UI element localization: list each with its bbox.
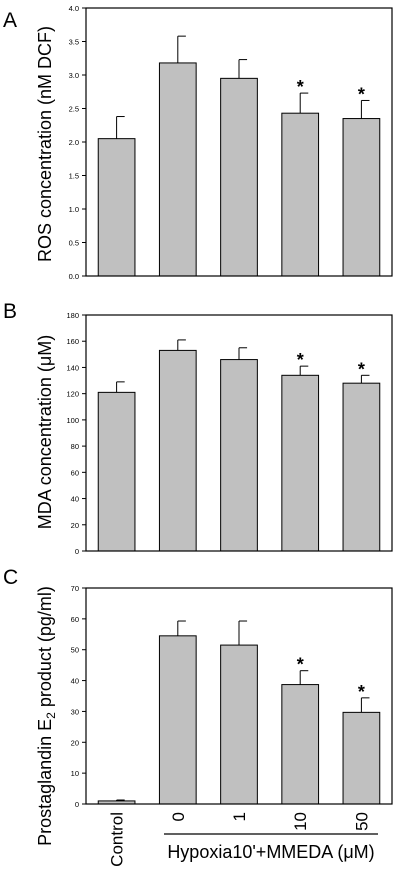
y-tick-label: 80 [71,442,79,451]
bar [158,349,197,552]
panel-b: B MDA concentration (μM) 0 20 40 60 80 100 120… [3,300,393,556]
plot-frame [85,314,393,552]
bar [342,711,381,805]
significance-marker: * [358,84,365,104]
x-tick-label: 0 [169,812,188,821]
bar [281,684,320,805]
x-tick-label: 10 [291,812,310,831]
panel-c: C Prostaglandin E2 product (pg/ml) 01020… [3,566,393,846]
panel-a: A ROS concentration (nM DCF) 0.0 0.5 1.0 1.… [3,4,393,281]
group-label: Hypoxia10'+MMEDA (μM) [167,842,374,862]
bar [342,118,381,277]
y-tick-label: 20 [71,521,79,530]
y-tick-label: 10 [71,769,79,778]
bar [220,644,258,805]
y-tick-label: 140 [66,363,79,372]
y-tick-label: 0.0 [69,272,79,281]
plot-area: 0 20 40 60 80 100 120 140 160 180 * * [66,311,393,556]
x-tick-labels: Control 0 1 10 50 [108,812,372,867]
y-tick-label: 3.5 [69,38,79,47]
y-tick-label: 40 [71,677,79,686]
bar [220,77,258,277]
y-tick-label: 40 [71,495,79,504]
bar [158,635,197,805]
y-tick-label: 1.5 [69,172,79,181]
significance-marker: * [297,655,304,675]
plot-frame [85,7,393,277]
y-tick-label: 0 [75,547,79,556]
y-tick-label: 180 [66,311,79,320]
plot-area: 0 10 20 30 40 50 60 70 * * [71,584,393,809]
y-tick-label: 30 [71,707,79,716]
panel-label: C [3,566,18,589]
y-axis-label-unit: product (pg/ml) [35,586,55,712]
y-tick-label: 3.0 [69,71,79,80]
bar [97,391,136,552]
y-tick-label: 20 [71,738,79,747]
y-tick-label: 0.5 [69,239,79,248]
y-axis-label-main: Prostaglandin E [35,719,55,846]
bar [281,374,320,552]
y-tick-label: 100 [66,416,79,425]
x-tick-label: Control [108,812,127,867]
x-tick-label: 50 [352,812,371,831]
significance-marker: * [297,350,304,370]
significance-marker: * [297,77,304,97]
y-tick-label: 2.0 [69,138,79,147]
bar [97,138,136,277]
panel-label: A [3,9,17,32]
y-tick-label: 160 [66,337,79,346]
y-tick-label: 4.0 [69,4,79,13]
y-tick-label: 2.5 [69,105,79,114]
plot-area: 0.0 0.5 1.0 1.5 2.0 2.5 3.0 3.5 4.0 * * [69,4,393,281]
y-tick-label: 120 [66,390,79,399]
y-axis-label-subscript: 2 [44,712,58,719]
y-tick-label: 70 [71,584,79,593]
plot-frame [85,587,393,805]
panel-label: B [3,300,17,323]
y-tick-label: 60 [71,615,79,624]
significance-marker: * [358,359,365,379]
y-axis-label: ROS concentration (nM DCF) [35,26,55,262]
y-axis-label: Prostaglandin E2 product (pg/ml) [35,586,58,846]
y-axis-label: MDA concentration (μM) [35,335,55,529]
y-tick-label: 1.0 [69,205,79,214]
bar [220,359,258,552]
bar [158,62,197,277]
bar [342,382,381,552]
significance-marker: * [358,682,365,702]
y-tick-label: 50 [71,646,79,655]
bar [281,112,320,277]
x-tick-label: 1 [230,812,249,821]
y-tick-label: 60 [71,468,79,477]
y-tick-label: 0 [75,800,79,809]
